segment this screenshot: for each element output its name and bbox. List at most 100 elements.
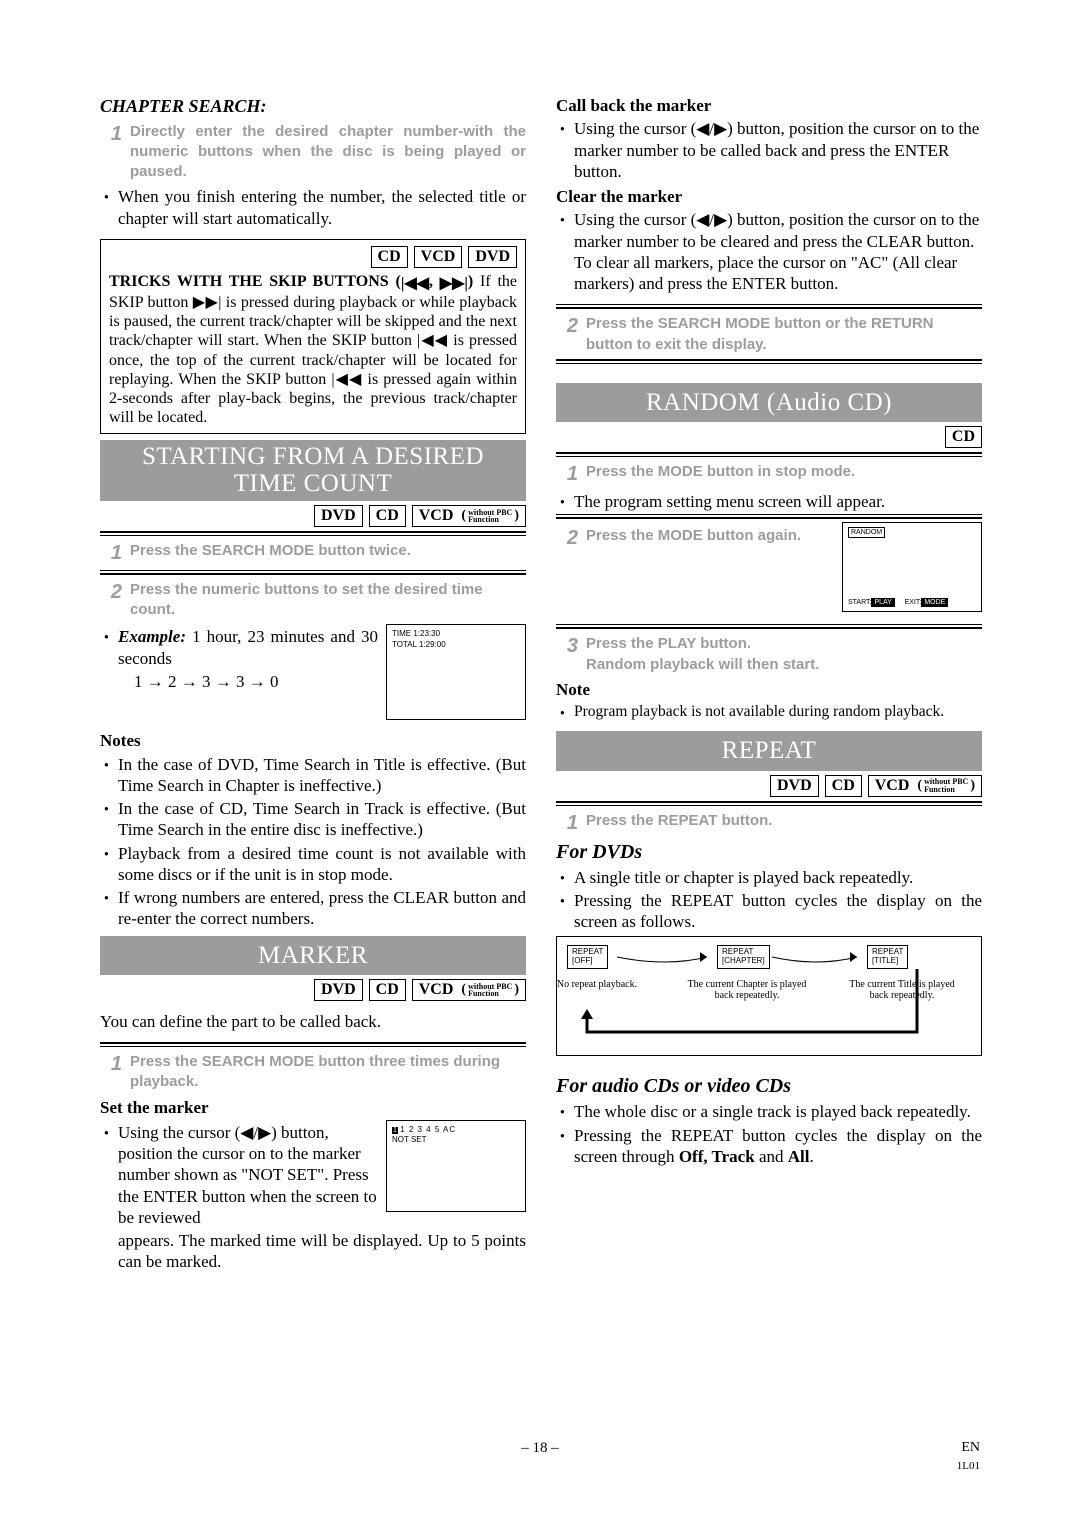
- left-column: CHAPTER SEARCH: 1 Directly enter the des…: [100, 95, 526, 1273]
- step-row: 1 Press the SEARCH MODE button three tim…: [100, 1052, 526, 1093]
- tag-vcd: VCD (without PBCFunction): [412, 505, 526, 527]
- step-row: 1 Press the SEARCH MODE button twice.: [100, 541, 526, 566]
- bullet-text: The whole disc or a single track is play…: [574, 1101, 982, 1122]
- time-display-screen: TIME 1:23:30 TOTAL 1:29:00: [386, 624, 526, 720]
- bullet: Example: 1 hour, 23 minutes and 30 secon…: [100, 626, 378, 669]
- step-text: Press the SEARCH MODE button three times…: [130, 1052, 526, 1093]
- bullet-dot-icon: [556, 702, 574, 723]
- step-text: Press the MODE button again.: [586, 526, 834, 546]
- bullet: Using the cursor (◀/▶) button, position …: [556, 209, 982, 294]
- divider-icon: [556, 359, 982, 365]
- bullet-text: Using the cursor (◀/▶) button, position …: [118, 1122, 378, 1228]
- divider-icon: [100, 531, 526, 537]
- divider-icon: [556, 452, 982, 458]
- format-tags: DVD CD VCD (without PBCFunction): [556, 775, 982, 797]
- skip-back-icon: |◀◀: [401, 274, 429, 293]
- tag-cd: CD: [371, 246, 408, 268]
- tag-vcd: VCD (without PBCFunction): [868, 775, 982, 797]
- bullet-text: When you finish entering the number, the…: [118, 186, 526, 229]
- bullet-text: Playback from a desired time count is no…: [118, 843, 526, 886]
- step-row: 1 Press the REPEAT button.: [556, 811, 982, 836]
- step-number: 1: [100, 122, 130, 147]
- for-cds-header: For audio CDs or video CDs: [556, 1074, 982, 1099]
- tag-dvd: DVD: [314, 979, 363, 1001]
- bullet: Program playback is not available during…: [556, 702, 982, 723]
- bullet-dot-icon: [100, 843, 118, 864]
- bullet-text: In the case of CD, Time Search in Track …: [118, 798, 526, 841]
- tag-cd: CD: [825, 775, 862, 797]
- divider-icon: [100, 570, 526, 576]
- tag-dvd: DVD: [770, 775, 819, 797]
- bullet-text: Using the cursor (◀/▶) button, position …: [574, 118, 982, 182]
- step-number: 1: [556, 462, 586, 487]
- bullet-dot-icon: [556, 867, 574, 888]
- bullet: In the case of CD, Time Search in Track …: [100, 798, 526, 841]
- divider-icon: [556, 514, 982, 520]
- step-row: 1 Press the MODE button in stop mode.: [556, 462, 982, 487]
- bullet-text: If wrong numbers are entered, press the …: [118, 887, 526, 930]
- bullet-text: Example: 1 hour, 23 minutes and 30 secon…: [118, 626, 378, 669]
- step-row: 3 Press the PLAY button. Random playback…: [556, 634, 982, 675]
- bullet-text: A single title or chapter is played back…: [574, 867, 982, 888]
- tricks-box: CD VCD DVD TRICKS WITH THE SKIP BUTTONS …: [100, 239, 526, 435]
- divider-icon: [556, 801, 982, 807]
- step-row: 2 Press the numeric buttons to set the d…: [100, 580, 526, 621]
- bullet: Using the cursor (◀/▶) button, position …: [556, 118, 982, 182]
- step-row: 1 Directly enter the desired chapter num…: [100, 122, 526, 183]
- tricks-body: If the SKIP button ▶▶| is pressed during…: [109, 273, 517, 426]
- tag-vcd: VCD: [414, 246, 463, 268]
- diagram-caption: No repeat playback.: [537, 979, 657, 990]
- step-text: Press the SEARCH MODE button twice.: [130, 541, 526, 561]
- tag-dvd: DVD: [314, 505, 363, 527]
- bullet-dot-icon: [100, 1122, 118, 1143]
- display-label: RANDOM: [848, 527, 885, 538]
- bullet-dot-icon: [100, 754, 118, 775]
- bullet: Pressing the REPEAT button cycles the di…: [556, 1125, 982, 1168]
- step-text: Press the REPEAT button.: [586, 811, 982, 831]
- note-header: Note: [556, 679, 982, 700]
- tag-cd: CD: [369, 979, 406, 1001]
- bullet-dot-icon: [556, 491, 574, 512]
- step-number: 1: [556, 811, 586, 836]
- bullet-dot-icon: [100, 186, 118, 207]
- tag-cd: CD: [945, 426, 982, 448]
- bullet-text: Pressing the REPEAT button cycles the di…: [574, 890, 982, 933]
- bullet-text: Pressing the REPEAT button cycles the di…: [574, 1125, 982, 1168]
- step-number: 2: [100, 580, 130, 605]
- display-line: TIME 1:23:30: [392, 629, 520, 639]
- section-marker-title: MARKER: [100, 936, 526, 975]
- display-footer: START:PLAY EXIT:MODE: [848, 598, 948, 607]
- bullet: Using the cursor (◀/▶) button, position …: [100, 1122, 378, 1228]
- bullet: In the case of DVD, Time Search in Title…: [100, 754, 526, 797]
- page-number: – 18 –: [521, 1439, 559, 1458]
- marker-intro: You can define the part to be called bac…: [100, 1011, 526, 1032]
- bullet-text: Program playback is not available during…: [574, 702, 982, 721]
- divider-icon: [556, 624, 982, 630]
- footer-right: EN 1L01: [957, 1439, 980, 1474]
- bullet-dot-icon: [556, 118, 574, 139]
- step-number: 1: [100, 1052, 130, 1077]
- bullet-dot-icon: [556, 209, 574, 230]
- bullet-dot-icon: [100, 798, 118, 819]
- page-footer: – 18 – EN 1L01: [100, 1439, 980, 1474]
- step-text: Press the numeric buttons to set the des…: [130, 580, 526, 621]
- tag-dvd: DVD: [468, 246, 517, 268]
- callback-header: Call back the marker: [556, 95, 982, 116]
- for-dvds-header: For DVDs: [556, 840, 982, 865]
- right-column: Call back the marker Using the cursor (◀…: [556, 95, 982, 1273]
- bullet-dot-icon: [556, 1125, 574, 1146]
- divider-icon: [556, 304, 982, 310]
- tag-cd: CD: [369, 505, 406, 527]
- bullet: The whole disc or a single track is play…: [556, 1101, 982, 1122]
- step-text: Press the MODE button in stop mode.: [586, 462, 982, 482]
- bullet: When you finish entering the number, the…: [100, 186, 526, 229]
- format-tags: CD: [556, 426, 982, 448]
- format-tags: DVD CD VCD (without PBCFunction): [100, 979, 526, 1001]
- format-tags: CD VCD DVD: [109, 246, 517, 268]
- display-line: NOT SET: [392, 1135, 520, 1145]
- format-tags: DVD CD VCD (without PBCFunction): [100, 505, 526, 527]
- section-repeat-title: REPEAT: [556, 731, 982, 770]
- step-text: Directly enter the desired chapter numbe…: [130, 122, 526, 183]
- marker-display-screen: 1 1 2 3 4 5 AC NOT SET: [386, 1120, 526, 1212]
- bullet-text: The program setting menu screen will app…: [574, 491, 982, 512]
